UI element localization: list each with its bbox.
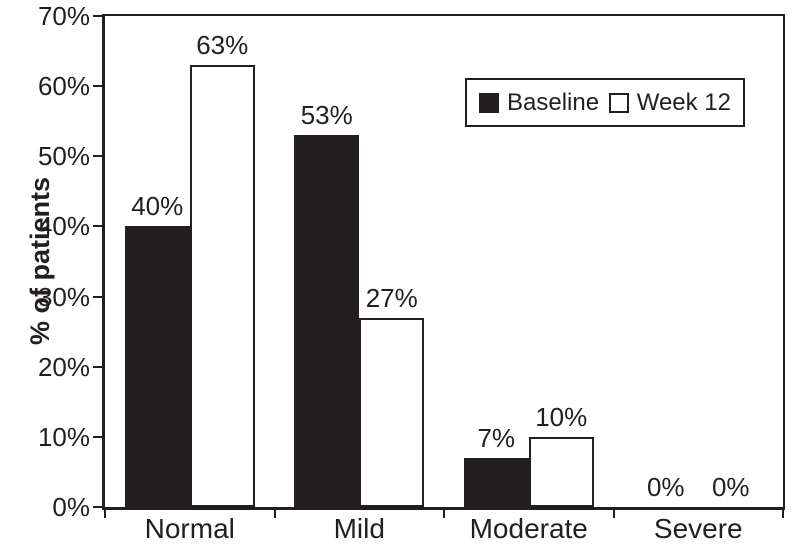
y-axis-tick [93, 85, 102, 88]
y-axis-title: % of patients [25, 177, 55, 346]
bar-baseline-moderate [463, 457, 529, 507]
bar-week-12-mild [359, 317, 425, 507]
legend-swatch-week-12 [608, 92, 629, 113]
y-tick-label: 60% [37, 71, 90, 102]
bar-value-label-week-12-normal: 63% [196, 30, 249, 61]
y-axis-tick [93, 15, 102, 17]
y-tick-label: 10% [37, 421, 90, 452]
bar-week-12-moderate [528, 436, 594, 507]
x-category-label-moderate: Moderate [469, 513, 588, 544]
x-axis-tick [443, 510, 445, 518]
y-tick-label: 0% [52, 492, 90, 522]
bar-value-label-baseline-mild: 53% [300, 100, 353, 131]
legend-item-week-12: Week 12 [608, 88, 731, 116]
x-axis-tick [273, 510, 276, 518]
y-tick-label: 70% [37, 1, 90, 31]
bars-layer: 40% 63% 53% 27% 7% 10% 0% 0% [105, 16, 783, 507]
legend: Baseline Week 12 [465, 78, 745, 127]
y-axis-tick [93, 435, 102, 438]
y-axis-tick [93, 155, 102, 158]
x-axis-tick [612, 510, 615, 518]
legend-item-baseline: Baseline [479, 88, 600, 116]
x-category-label-severe: Severe [653, 513, 743, 544]
y-axis-tick [93, 295, 102, 298]
bar-value-label-week-12-severe: 0% [711, 472, 750, 502]
bar-value-label-baseline-moderate: 7% [477, 422, 516, 453]
bar-value-label-baseline-normal: 40% [131, 191, 184, 222]
bar-baseline-mild [294, 135, 360, 507]
bar-baseline-normal [124, 226, 190, 507]
x-axis-tick [782, 510, 784, 518]
legend-swatch-baseline [479, 92, 499, 113]
x-category-label-normal: Normal [144, 513, 235, 544]
x-category-label-mild: Mild [333, 513, 385, 544]
legend-label-week-12: Week 12 [636, 88, 731, 116]
bar-value-label-week-12-moderate: 10% [535, 401, 588, 432]
bar-value-label-baseline-severe: 0% [646, 472, 685, 502]
bar-value-label-week-12-mild: 27% [365, 282, 418, 313]
y-axis-tick [93, 365, 102, 368]
y-axis-tick [93, 506, 102, 508]
x-axis-tick [104, 510, 106, 518]
plot-area: 40% 63% 53% 27% 7% 10% 0% 0% Baseline Week 12 [102, 14, 785, 510]
legend-label-baseline: Baseline [507, 88, 600, 116]
y-axis-tick [93, 225, 102, 228]
bar-week-12-normal [189, 65, 255, 507]
